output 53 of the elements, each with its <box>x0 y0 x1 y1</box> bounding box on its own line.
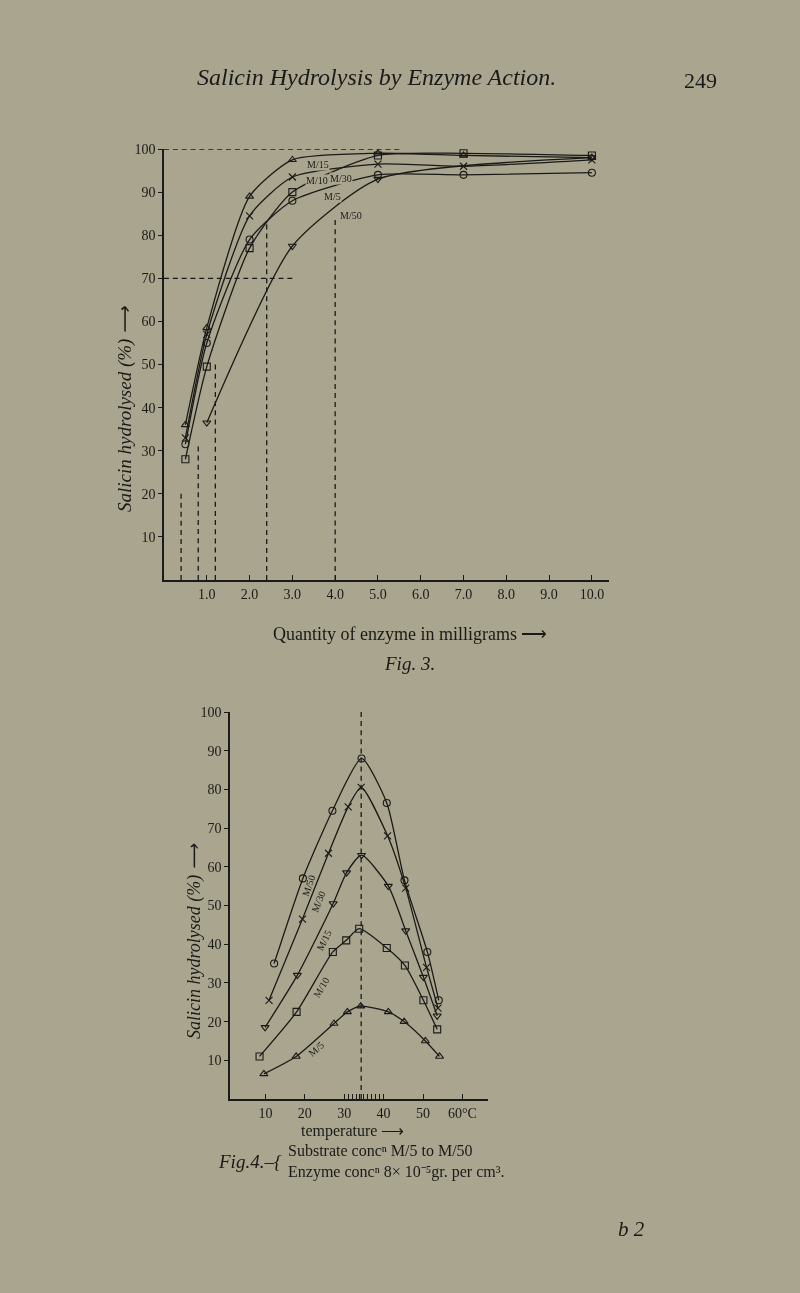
series-label: M/5 <box>324 191 341 202</box>
x-tick-label: 60°C <box>447 1105 477 1121</box>
y-tick-label: 90 <box>207 743 222 759</box>
series-label: M/10 <box>306 175 328 186</box>
x-tick-label: 40 <box>376 1105 391 1121</box>
text: M/15 <box>314 928 334 953</box>
y-tick-label: 80 <box>207 782 222 798</box>
x-tick-label: 5.0 <box>369 586 387 602</box>
text: 249 <box>684 68 717 93</box>
x-tick-label: 50 <box>416 1105 431 1121</box>
y-axis-title: Salicin hydrolysed (%) ⟶ <box>114 305 136 512</box>
x-tick-label: 10.0 <box>579 586 605 602</box>
y-tick-label: 40 <box>207 937 222 953</box>
text: M/5 <box>306 1039 327 1059</box>
y-tick-label: 50 <box>207 898 222 914</box>
y-tick-label: 90 <box>141 185 156 200</box>
y-axis-title: Salicin hydrolysed (%) ⟶ <box>184 843 205 1039</box>
y-tick-label: 70 <box>207 821 222 836</box>
y-tick-label: 30 <box>141 443 156 459</box>
text: Substrate concⁿ M/5 to M/50 Enzyme concⁿ 8× 10⁻⁵gr. per cm³. <box>288 1142 505 1181</box>
y-tick-label: 60 <box>141 314 156 330</box>
x-tick-label: 10 <box>258 1105 273 1121</box>
x-axis-title: temperature ⟶ <box>301 1122 405 1140</box>
x-tick-label: 6.0 <box>411 586 430 602</box>
y-tick-label: 40 <box>141 400 156 416</box>
series-label: M/30 <box>330 173 352 184</box>
caption: Fig.4.–{ <box>218 1151 282 1172</box>
y-tick-label: 70 <box>141 271 156 287</box>
y-tick-label: 30 <box>207 975 222 991</box>
x-tick-label: 7.0 <box>454 586 473 602</box>
x-tick-label: 4.0 <box>326 586 344 602</box>
x-axis-title: Quantity of enzyme in milligrams ⟶ <box>273 624 548 644</box>
y-tick-label: 60 <box>207 859 222 875</box>
x-tick-label: 8.0 <box>497 586 516 602</box>
y-tick-label: 10 <box>207 1053 222 1069</box>
x-tick-label: 2.0 <box>240 586 259 602</box>
chart-title: Salicin Hydrolysis by Enzyme Action. <box>197 64 557 90</box>
y-tick-label: 100 <box>200 704 222 720</box>
y-tick-label: 10 <box>141 529 156 545</box>
x-tick-label: 1.0 <box>198 586 216 602</box>
series-label: M/50 <box>340 210 362 221</box>
y-tick-label: 100 <box>134 141 156 157</box>
x-tick-label: 30 <box>337 1105 352 1121</box>
y-tick-label: 50 <box>141 357 156 373</box>
caption: Fig. 3. <box>384 653 436 674</box>
series-label: M/15 <box>307 159 329 170</box>
y-tick-label: 80 <box>141 228 156 244</box>
y-tick-label: 20 <box>141 486 156 502</box>
x-tick-label: 20 <box>297 1105 312 1121</box>
text: b 2 <box>618 1217 645 1241</box>
x-tick-label: 3.0 <box>283 586 302 602</box>
x-tick-label: 9.0 <box>540 586 558 602</box>
y-tick-label: 20 <box>207 1014 222 1030</box>
